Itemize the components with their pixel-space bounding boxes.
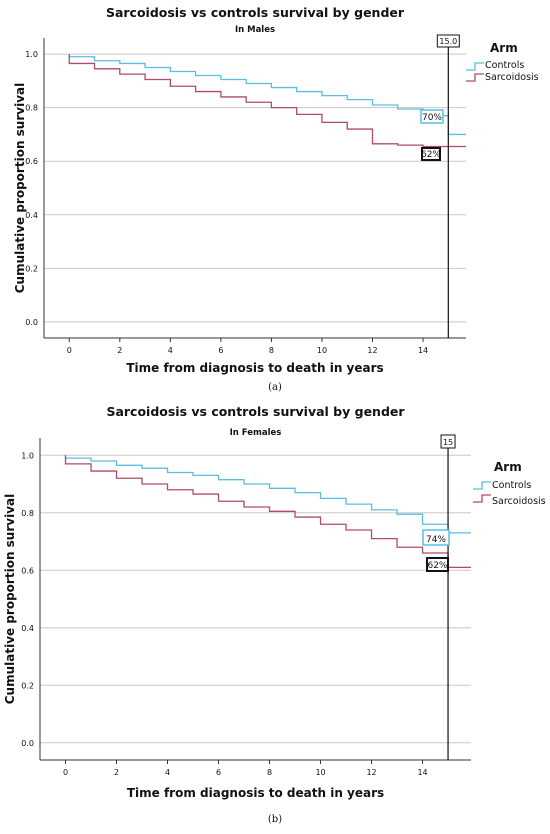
y-tick-label: 1.0 xyxy=(25,50,38,59)
series-line-controls xyxy=(68,54,466,136)
x-tick-label: 14 xyxy=(417,768,427,777)
legend-swatch-sarcoidosis xyxy=(473,494,491,503)
y-tick-label: 0.8 xyxy=(21,509,34,518)
y-axis-label: Cumulative proportion survival xyxy=(3,494,17,705)
y-tick-label: 0.0 xyxy=(25,318,38,327)
chart-subtitle: In Females xyxy=(230,428,282,438)
x-tick-label: 8 xyxy=(269,346,274,355)
end-label: 62% xyxy=(427,561,447,571)
x-tick-label: 10 xyxy=(315,768,325,777)
end-label: 70% xyxy=(422,113,442,123)
y-tick-label: 1.0 xyxy=(21,451,34,460)
y-axis-label: Cumulative proportion survival xyxy=(13,83,27,294)
y-tick-label: 0.2 xyxy=(25,264,38,273)
y-tick-label: 0.0 xyxy=(21,739,34,748)
chart-title: Sarcoidosis vs controls survival by gend… xyxy=(106,404,405,419)
reference-label: 15.0 xyxy=(439,37,457,46)
x-axis-label: Time from diagnosis to death in years xyxy=(126,361,383,375)
reference-label-box xyxy=(440,434,456,449)
legend-swatch-controls xyxy=(473,481,491,490)
end-label: 62% xyxy=(421,150,441,160)
series-line-sarcoidosis xyxy=(64,455,471,569)
y-tick-label: 0.6 xyxy=(25,157,38,166)
chart-title: Sarcoidosis vs controls survival by gend… xyxy=(106,5,405,20)
chart-panel-1: Sarcoidosis vs controls survival by gend… xyxy=(13,5,539,393)
end-label-box xyxy=(426,557,449,572)
legend-label: Sarcoidosis xyxy=(492,496,546,507)
end-label-box xyxy=(421,147,441,161)
x-tick-label: 2 xyxy=(114,768,119,777)
x-tick-label: 4 xyxy=(165,768,170,777)
y-tick-label: 0.4 xyxy=(25,211,38,220)
y-tick-label: 0.8 xyxy=(25,104,38,113)
legend-label: Sarcoidosis xyxy=(485,72,539,83)
chart-panel-2: Sarcoidosis vs controls survival by gend… xyxy=(3,404,546,825)
x-axis-label: Time from diagnosis to death in years xyxy=(127,786,384,800)
legend-title: Arm xyxy=(490,41,518,55)
x-tick-label: 8 xyxy=(267,768,272,777)
x-tick-label: 10 xyxy=(317,346,327,355)
x-tick-label: 14 xyxy=(418,346,428,355)
chart-subtitle: In Males xyxy=(235,25,275,35)
x-tick-label: 2 xyxy=(117,346,122,355)
legend-swatch-sarcoidosis xyxy=(466,73,484,82)
end-label-box xyxy=(420,109,444,124)
end-label: 74% xyxy=(426,535,446,545)
y-tick-label: 0.2 xyxy=(21,681,34,690)
y-tick-label: 0.4 xyxy=(21,624,34,633)
reference-label-box xyxy=(436,34,460,48)
x-tick-label: 12 xyxy=(367,346,377,355)
legend-swatch-controls xyxy=(466,62,484,71)
legend-label: Controls xyxy=(485,60,524,71)
legend-title: Arm xyxy=(494,460,522,474)
panel-caption: (b) xyxy=(268,814,282,825)
x-tick-label: 4 xyxy=(168,346,173,355)
series-line-sarcoidosis xyxy=(68,54,466,148)
x-tick-label: 0 xyxy=(63,768,68,777)
panel-caption: (a) xyxy=(268,382,282,393)
legend-label: Controls xyxy=(492,480,531,491)
x-tick-label: 0 xyxy=(67,346,72,355)
reference-label: 15 xyxy=(443,438,453,447)
end-label-box xyxy=(422,529,450,546)
y-tick-label: 0.6 xyxy=(21,566,34,575)
x-tick-label: 6 xyxy=(218,346,223,355)
x-tick-label: 12 xyxy=(366,768,376,777)
x-tick-label: 6 xyxy=(216,768,221,777)
series-line-controls xyxy=(64,455,471,534)
